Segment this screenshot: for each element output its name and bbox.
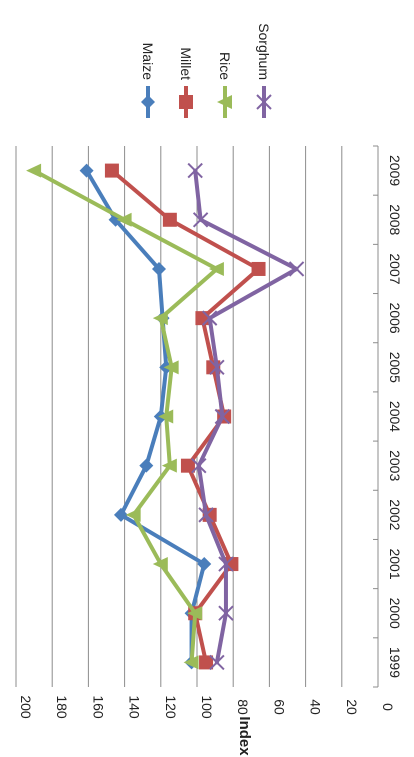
data-point-rice <box>161 458 177 473</box>
value-tick-label: 60 <box>271 699 287 715</box>
axes <box>373 145 379 688</box>
data-point-rice <box>158 409 174 424</box>
gridlines <box>15 146 343 687</box>
value-tick-label: 40 <box>308 699 324 715</box>
data-point-rice <box>152 557 168 572</box>
series-line-rice <box>32 168 219 665</box>
category-tick-label: 2006 <box>387 303 403 334</box>
data-point-rice <box>152 311 168 326</box>
data-point-rice <box>125 507 141 522</box>
legend-marker-sorghum <box>256 94 272 110</box>
legend-label-sorghum: Sorghum <box>256 23 272 80</box>
data-point-rice <box>208 261 224 276</box>
value-tick-label: 0 <box>380 703 396 711</box>
data-point-maize <box>113 507 128 522</box>
data-point-sorghum <box>187 162 203 179</box>
value-tick-label: 100 <box>199 695 215 719</box>
data-point-sorghum <box>198 507 214 523</box>
category-tick-label: 2008 <box>387 204 403 235</box>
category-tick-label: 2000 <box>387 598 403 629</box>
series-layer <box>26 162 305 671</box>
value-tick-label: 140 <box>127 695 143 719</box>
y-axis-title: Index <box>236 716 253 756</box>
data-point-rice <box>183 655 199 670</box>
data-point-sorghum <box>209 654 225 671</box>
value-tick-label: 200 <box>18 695 34 719</box>
legend-marker-millet <box>179 95 193 109</box>
legend: Maize Millet Rice Sorghum <box>140 23 272 118</box>
data-point-rice <box>187 606 203 621</box>
data-point-sorghum <box>192 212 209 228</box>
value-tick-label: 80 <box>235 699 251 715</box>
category-tick-label: 2005 <box>387 352 403 383</box>
data-point-rice <box>116 212 132 227</box>
data-point-maize <box>151 261 166 276</box>
data-point-millet <box>251 261 266 276</box>
data-point-millet <box>180 458 195 473</box>
legend-label-millet: Millet <box>178 47 194 80</box>
data-point-sorghum <box>191 457 207 474</box>
series-line-maize <box>84 168 207 665</box>
data-point-sorghum <box>288 261 305 277</box>
category-tick-label: 2002 <box>387 499 403 530</box>
value-tick-label: 20 <box>344 699 360 715</box>
data-point-sorghum <box>214 408 231 425</box>
value-tick-label: 160 <box>90 695 106 719</box>
data-point-sorghum <box>218 605 234 621</box>
data-point-sorghum <box>218 556 234 572</box>
data-point-rice <box>163 360 179 375</box>
legend-marker-rice <box>217 95 232 109</box>
data-point-maize <box>79 163 94 178</box>
category-tick-label: 2001 <box>387 548 403 579</box>
series-line-millet <box>109 168 261 665</box>
data-point-millet <box>162 212 177 227</box>
data-point-maize <box>197 557 212 572</box>
value-tick-label: 120 <box>163 695 179 719</box>
data-point-millet <box>104 163 119 178</box>
tick-labels: 0 20 40 60 80 100 120 140 160 180 200 1999 2000 2001 2… <box>18 155 403 719</box>
value-tick-label: 180 <box>54 695 70 719</box>
data-point-sorghum <box>201 310 218 326</box>
category-tick-label: 2003 <box>387 450 403 481</box>
legend-label-maize: Maize <box>140 43 156 81</box>
category-tick-label: 2009 <box>387 155 403 186</box>
data-point-millet <box>199 655 214 670</box>
category-tick-label: 2004 <box>387 401 403 432</box>
legend-marker-maize <box>141 95 155 109</box>
data-point-rice <box>26 163 42 178</box>
data-point-millet <box>195 311 210 326</box>
legend-label-rice: Rice <box>217 52 233 80</box>
data-point-maize <box>139 458 154 473</box>
category-tick-label: 1999 <box>387 647 403 678</box>
data-point-sorghum <box>209 359 225 376</box>
category-tick-label: 2007 <box>387 253 403 284</box>
